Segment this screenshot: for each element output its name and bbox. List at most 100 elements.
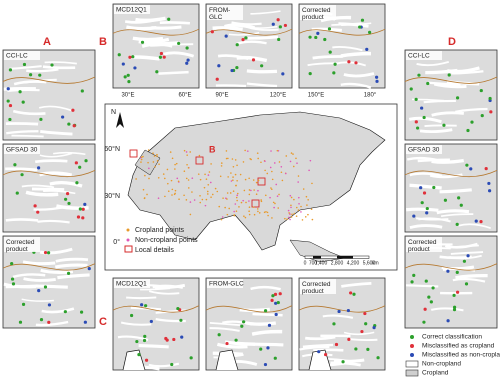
map-point [135,178,137,180]
sample-point [447,73,451,77]
texture [429,173,463,179]
texture [416,217,449,221]
map-point [295,157,297,160]
sample-point [414,97,418,101]
map-point [309,159,312,162]
map-point [248,177,250,180]
texture [163,51,195,58]
sample-point [251,58,256,62]
map-point [271,217,273,219]
sample-point [266,346,270,350]
sample-point [244,36,248,40]
texture [246,82,278,88]
legend-label: Correct classification [422,334,482,341]
texture [450,251,484,255]
sample-point [337,309,341,314]
sample-point [363,311,367,316]
panel-label-bg [300,5,336,20]
map-point [242,199,244,202]
panel-label: MCD12Q1 [116,281,147,288]
map-point [199,201,202,204]
map-point [255,181,258,184]
map-point [287,209,290,212]
sample-point [224,34,228,38]
sample-point [130,313,134,318]
sample-point [165,338,169,342]
map-point [286,218,288,220]
sample-point [263,362,268,367]
texture [332,45,363,52]
panel: FROM-GLC [205,3,293,89]
sample-point [185,46,189,50]
sample-point [409,87,413,91]
map-point [208,171,211,173]
sample-point [354,347,358,351]
map-point [260,199,262,201]
sample-point [455,222,459,226]
map-point [189,213,192,216]
texture [246,69,278,74]
scale-label: 0 [304,260,307,266]
texture [440,213,474,218]
sample-point [72,124,76,128]
panel-label-bg [114,5,150,14]
texture [417,158,450,163]
sample-point [176,306,180,311]
panel: CCI-LC [404,49,498,141]
panel-label: FROM-GLC [209,7,230,21]
sample-point [346,308,350,313]
sample-point [368,30,372,35]
texture [11,134,44,138]
sample-point [372,326,376,330]
map-point [266,172,269,175]
map-point [269,196,271,199]
legend-swatch [410,353,414,357]
sample-point [47,320,51,324]
sample-point [278,292,282,296]
texture [21,184,55,189]
sample-point [67,201,71,206]
panel-label: CCI-LC [6,53,28,60]
map-point [281,179,284,182]
texture [343,331,375,336]
sample-point [135,339,139,344]
lon-label: 120°E [270,93,286,99]
boundary [205,28,293,36]
sample-point [10,277,15,281]
map-point [243,215,245,218]
sample-point [480,113,484,118]
legend-label: Non-cropland [422,361,461,368]
map-point [290,152,293,154]
sample-point [83,202,87,206]
sample-point [230,68,234,73]
map-point [218,205,221,208]
texture [305,335,336,341]
sample-point [127,80,131,84]
sample-point [225,341,229,346]
sample-point [328,50,332,54]
panel: GFSAD 30 [2,143,96,233]
texture [299,345,330,351]
texture [5,218,39,222]
boundary [404,170,498,178]
texture [39,171,73,177]
map-point [297,181,299,183]
sample-point [84,159,88,163]
map-point [248,189,251,191]
sample-point [80,89,84,93]
panel-label-bg [207,279,243,288]
sample-point [78,207,82,211]
sample-point [140,303,144,307]
boundary [2,263,96,271]
sample-point [487,181,491,186]
legend-label: Misclassified as cropland [422,343,495,350]
sample-point [360,329,364,334]
scale-label: 2,800 [331,260,344,266]
map-point [264,194,267,197]
map-point [278,193,280,196]
map-point [225,157,228,160]
map-point [191,177,194,179]
texture [53,151,86,155]
map-point [255,193,258,195]
